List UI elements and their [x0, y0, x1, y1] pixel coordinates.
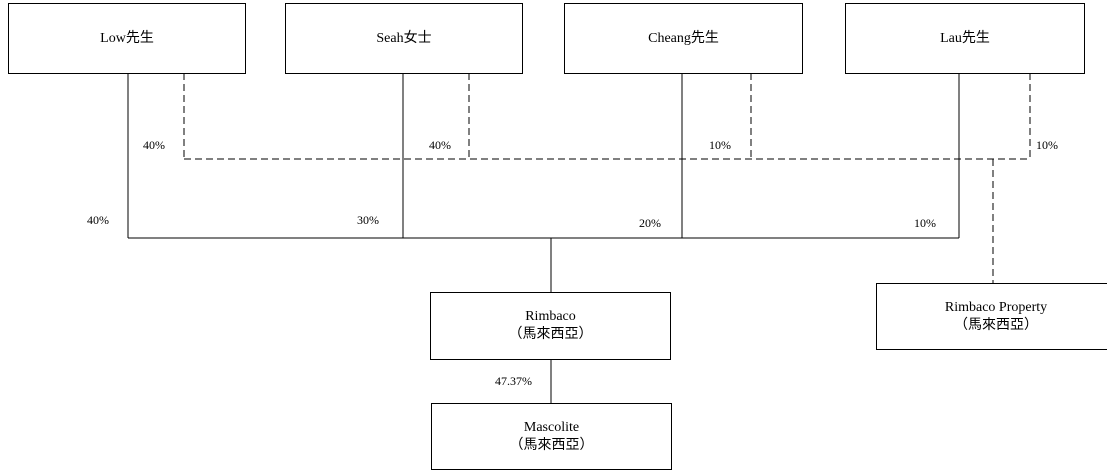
- rimbaco-property-ownership-lines: [183, 73, 1031, 283]
- rimbaco-location: （馬來西亞）: [508, 327, 593, 342]
- low-property-percentage: 40%: [143, 138, 165, 152]
- mascolite-location: （馬來西亞）: [509, 437, 594, 453]
- seah-property-percentage: 40%: [429, 138, 451, 152]
- rimbaco-property-box: Rimbaco Property （馬來西亞）: [876, 283, 1107, 350]
- mascolite-box: Mascolite （馬來西亞）: [431, 403, 672, 470]
- rimbaco-box: Rimbaco （馬來西亞）: [430, 292, 671, 360]
- lau-rimbaco-percentage: 10%: [914, 216, 936, 230]
- shareholder-cheang-box: Cheang先生: [564, 3, 803, 74]
- shareholder-cheang-name: Cheang先生: [648, 30, 719, 46]
- rimbaco-ownership-lines: [127, 73, 960, 403]
- seah-rimbaco-percentage: 30%: [357, 213, 379, 227]
- cheang-rimbaco-percentage: 20%: [639, 216, 661, 230]
- mascolite-name: Mascolite: [523, 419, 580, 435]
- cheang-property-percentage: 10%: [709, 138, 731, 152]
- rimbaco-property-location: （馬來西亞）: [954, 317, 1038, 333]
- shareholder-seah-name: Seah女士: [376, 30, 432, 46]
- low-rimbaco-percentage: 40%: [87, 213, 109, 227]
- shareholder-seah-box: Seah女士: [285, 3, 523, 74]
- rimbaco-mascolite-percentage: 47.37%: [495, 374, 532, 388]
- shareholder-lau-name: Lau先生: [940, 30, 990, 46]
- rimbaco-name: Rimbaco: [525, 309, 576, 324]
- shareholder-low-name: Low先生: [100, 30, 154, 46]
- rimbaco-property-name: Rimbaco Property: [944, 299, 1048, 315]
- lau-property-percentage: 10%: [1036, 138, 1058, 152]
- shareholder-lau-box: Lau先生: [845, 3, 1085, 74]
- shareholder-low-box: Low先生: [8, 3, 246, 74]
